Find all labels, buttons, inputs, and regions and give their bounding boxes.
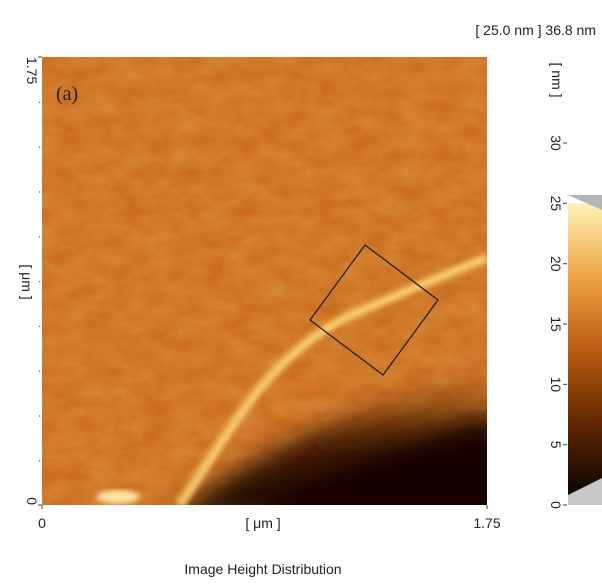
- colorbar-tick-label: 15: [548, 316, 564, 332]
- minor-tick: [39, 281, 41, 283]
- colorbar-tick-label: 0: [548, 501, 564, 509]
- minor-tick: [39, 415, 41, 417]
- y-tick-label: 1.75: [24, 57, 40, 84]
- minor-tick: [39, 460, 41, 462]
- afm-image: [42, 57, 487, 505]
- colorbar-cap: [568, 478, 602, 505]
- minor-tick: [39, 146, 41, 148]
- minor-tick: [39, 370, 41, 372]
- header: [ 25.0 nm ] 36.8 nm: [475, 22, 596, 38]
- colorbar-tick-label: 10: [548, 377, 564, 393]
- x-tick-label: 1.75: [473, 515, 500, 531]
- minor-tick: [39, 101, 41, 103]
- panel-label: (a): [56, 83, 78, 105]
- colorbar-tick-label: 20: [548, 256, 564, 272]
- y-axis-label: [ μm ]: [19, 264, 35, 299]
- colorbar-tick-label: 25: [548, 196, 564, 212]
- figure-title: Image Height Distribution: [184, 561, 341, 577]
- colorbar-label: [ nm ]: [549, 62, 565, 97]
- y-tick-label: 0: [24, 497, 40, 505]
- colorbar: [568, 203, 602, 505]
- minor-tick: [39, 191, 41, 193]
- x-tick-label: 0: [38, 515, 46, 531]
- minor-tick: [39, 236, 41, 238]
- selection-box: [309, 244, 439, 376]
- colorbar-cap: [568, 195, 602, 210]
- minor-tick: [39, 325, 41, 327]
- colorbar-tick-label: 30: [548, 135, 564, 151]
- colorbar-tick-label: 5: [548, 441, 564, 449]
- x-axis-label: [ μm ]: [245, 515, 280, 531]
